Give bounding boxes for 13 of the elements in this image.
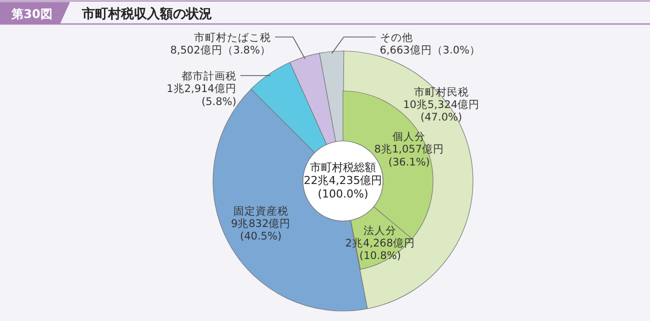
slice-label: 固定資産税 [233,204,288,218]
slice-label: その他 [380,32,413,44]
data-label: 9兆832億円 (40.5%) [230,217,291,243]
slice-label: 個人分 [392,131,426,144]
data-label: 6,663億円（3.0%） [380,44,481,57]
slice-label: 市町村たばこ税 [194,31,271,44]
data-label: 8,502億円（3.8%） [170,44,271,57]
chart-title: 市町村税収入額の状況 [81,6,212,22]
slice-label: 法人分 [364,224,397,237]
data-label: 10兆5,324億円 (47.0%) [403,98,480,124]
data-label: 1兆2,914億円 (5.8%) [166,82,236,108]
slice-label: 都市計画税 [181,70,236,83]
text: 第30図 [10,7,52,21]
